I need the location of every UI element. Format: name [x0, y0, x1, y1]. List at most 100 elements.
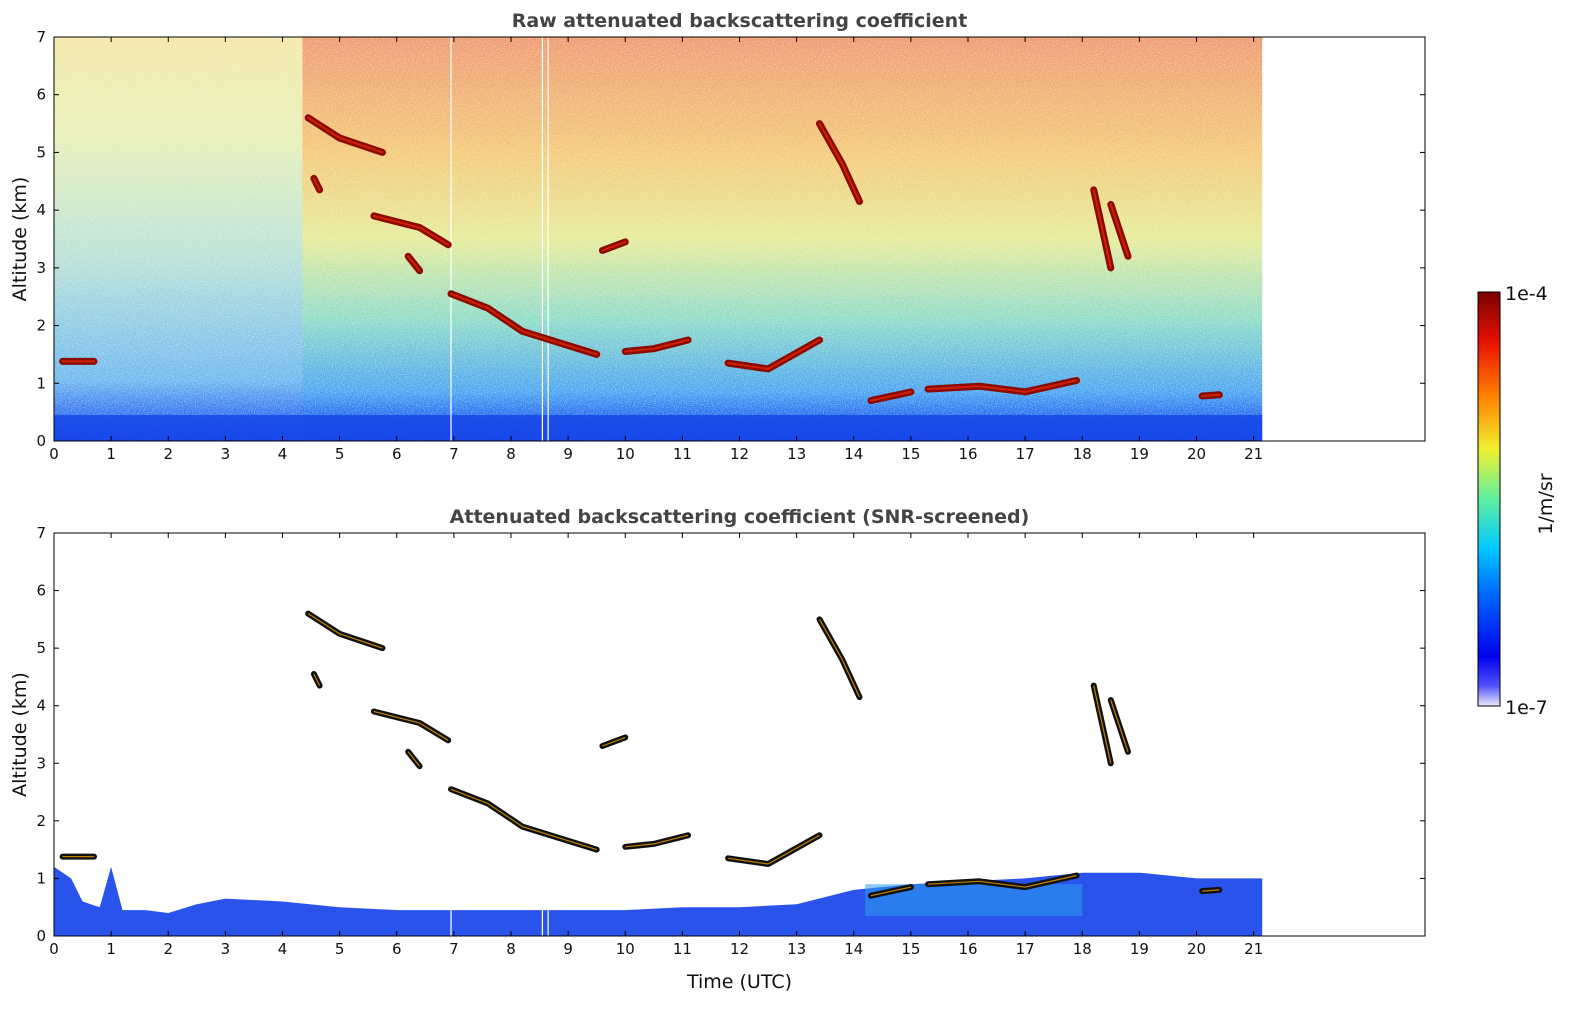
cloud-layer-edge: [728, 834, 820, 865]
x-tick-label: 15: [901, 940, 920, 958]
y-tick-label: 2: [36, 317, 46, 335]
x-tick-label: 19: [1130, 445, 1149, 463]
cloud-layer-edge: [313, 673, 321, 686]
cloud-layer-edge: [407, 751, 421, 767]
colorbar-min-label: 1e-7: [1505, 697, 1548, 719]
x-tick-label: 18: [1073, 445, 1092, 463]
x-tick-label: 20: [1187, 940, 1206, 958]
x-tick-label: 4: [278, 940, 288, 958]
cloud-layer-core: [601, 240, 627, 252]
plot-area: [53, 532, 1426, 937]
cloud-layer-edge: [1110, 699, 1129, 752]
cloud-layer-core: [312, 177, 321, 191]
cloud-layer-edge: [870, 886, 912, 897]
x-tick-label: 8: [506, 445, 516, 463]
x-tick-label: 21: [1244, 445, 1263, 463]
colorbar-max-label: 1e-4: [1505, 283, 1548, 305]
x-tick-label: 3: [221, 940, 231, 958]
y-axis-label: Altitude (km): [9, 672, 31, 797]
x-tick-label: 9: [563, 445, 573, 463]
cloud-layer-edge: [602, 736, 626, 747]
y-tick-label: 6: [36, 86, 46, 104]
colorbar: 1e-4 1e-7 1/m/sr: [1477, 283, 1557, 719]
x-tick-label: 0: [49, 940, 59, 958]
cloud-layer-edge: [373, 710, 449, 741]
y-axis-ticks: 0 1 2 3 4 5 6 7: [36, 524, 1425, 945]
x-tick-label: 19: [1130, 940, 1149, 958]
x-tick-label: 7: [449, 940, 459, 958]
y-tick-label: 2: [36, 812, 46, 830]
x-axis-ticks: 0 1 2 3 4 5 6 7 8 9 10 11 12 13 14 15 16 17 18 19 20 21: [49, 533, 1263, 958]
x-tick-label: 13: [787, 940, 806, 958]
y-tick-label: 7: [36, 28, 46, 46]
plot-area: [53, 36, 1426, 442]
x-tick-label: 14: [844, 940, 863, 958]
chart-title: Raw attenuated backscattering coefficien…: [512, 10, 968, 32]
colorbar-unit-label: 1/m/sr: [1535, 473, 1557, 534]
cloud-layer-core: [450, 292, 598, 356]
surface-layer: [54, 415, 1263, 441]
y-tick-label: 0: [36, 432, 46, 450]
x-tick-label: 20: [1187, 445, 1206, 463]
y-axis-ticks: 0 1 2 3 4 5 6 7: [36, 28, 1425, 450]
x-tick-label: 6: [392, 940, 402, 958]
y-tick-label: 1: [36, 869, 46, 887]
cloud-layer-core: [407, 255, 421, 272]
y-tick-label: 4: [36, 697, 46, 715]
x-tick-label: 10: [616, 445, 635, 463]
x-tick-label: 5: [335, 445, 345, 463]
x-tick-label: 14: [844, 445, 863, 463]
x-tick-label: 8: [506, 940, 516, 958]
cloud-layer-core: [727, 339, 821, 370]
x-tick-label: 15: [901, 445, 920, 463]
y-tick-label: 3: [36, 259, 46, 277]
x-tick-label: 16: [958, 445, 977, 463]
x-tick-label: 1: [106, 445, 116, 463]
cloud-layer-core: [372, 214, 450, 246]
x-tick-label: 2: [163, 940, 173, 958]
y-tick-label: 3: [36, 754, 46, 772]
x-tick-label: 21: [1244, 940, 1263, 958]
cloud-layer-core: [869, 390, 912, 402]
x-tick-label: 17: [1016, 445, 1035, 463]
y-tick-label: 6: [36, 582, 46, 600]
cloud-layer-core: [624, 339, 690, 353]
colorbar-gradient: [1477, 291, 1501, 707]
x-tick-label: 2: [163, 445, 173, 463]
x-axis-label: Time (UTC): [686, 971, 792, 993]
y-tick-label: 7: [36, 524, 46, 542]
x-tick-label: 11: [673, 940, 692, 958]
y-axis-label: Altitude (km): [9, 177, 31, 302]
cloud-layer-edge: [625, 834, 689, 848]
chart-title: Attenuated backscattering coefficient (S…: [450, 506, 1030, 528]
cloud-layer-core: [307, 116, 384, 154]
cloud-layer-core: [1201, 393, 1221, 397]
y-tick-label: 4: [36, 201, 46, 219]
x-tick-label: 3: [221, 445, 231, 463]
x-axis-ticks: 0 1 2 3 4 5 6 7 8 9 10 11 12 13 14 15 16 17 18 19 20 21: [49, 37, 1263, 463]
cloud-layer-core: [927, 379, 1078, 393]
x-tick-label: 1: [106, 940, 116, 958]
x-tick-label: 9: [563, 940, 573, 958]
x-tick-label: 4: [278, 445, 288, 463]
noise-speckle: [54, 37, 1263, 441]
cloud-layer-edge: [307, 613, 383, 649]
x-tick-label: 17: [1016, 940, 1035, 958]
y-tick-label: 1: [36, 374, 46, 392]
x-tick-label: 18: [1073, 940, 1092, 958]
snr-screened-panel: Attenuated backscattering coefficient (S…: [9, 506, 1426, 993]
x-tick-label: 16: [958, 940, 977, 958]
plot-background: [54, 533, 1425, 936]
cloud-layer-edge: [1093, 685, 1112, 764]
cloud-layer-edge: [818, 619, 861, 698]
cloud-layer-edge: [927, 874, 1077, 888]
x-tick-label: 0: [49, 445, 59, 463]
x-tick-label: 10: [616, 940, 635, 958]
x-tick-label: 12: [730, 940, 749, 958]
x-tick-label: 6: [392, 445, 402, 463]
x-tick-label: 13: [787, 445, 806, 463]
y-tick-label: 5: [36, 639, 46, 657]
cloud-layer-core: [1109, 203, 1129, 258]
y-tick-label: 0: [36, 927, 46, 945]
